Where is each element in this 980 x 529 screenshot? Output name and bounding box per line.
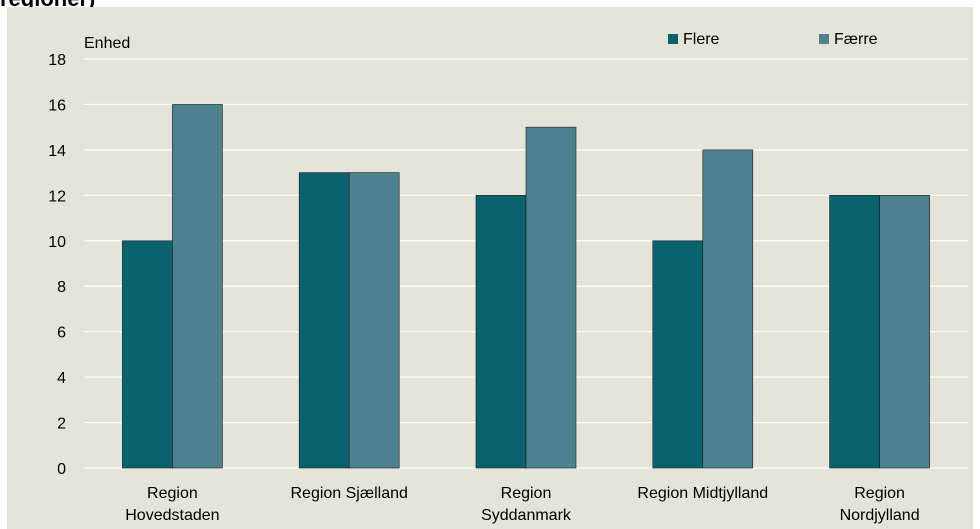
y-tick-label: 18	[48, 52, 66, 69]
bar-flere-2	[475, 195, 527, 469]
bar-flere-4	[829, 195, 880, 469]
y-tick-label: 8	[57, 279, 66, 296]
y-tick-label: 0	[57, 461, 66, 478]
x-category-label: Region	[147, 485, 198, 502]
y-tick-label: 4	[57, 370, 66, 387]
y-unit-label: Enhed	[84, 35, 130, 52]
y-tick-label: 10	[48, 234, 66, 251]
bar-flere-0	[122, 240, 173, 469]
x-category-label: Region	[854, 485, 905, 502]
legend-label-flere: Flere	[683, 31, 720, 48]
bar-flere-1	[298, 172, 350, 469]
x-category-label: Region	[501, 485, 552, 502]
y-tick-label: 12	[48, 188, 66, 205]
y-tick-label: 14	[48, 143, 66, 160]
bar-færre-1	[348, 172, 400, 469]
bar-færre-2	[525, 126, 577, 469]
x-category-label: Region Midtjylland	[637, 485, 768, 502]
y-tick-label: 6	[57, 325, 66, 342]
legend-swatch-flere	[668, 34, 678, 44]
y-tick-label: 2	[57, 416, 66, 433]
bar-færre-0	[172, 104, 223, 469]
legend-swatch-færre	[819, 34, 829, 44]
x-category-label: Region Sjælland	[290, 485, 407, 502]
x-category-label: Nordjylland	[840, 507, 920, 524]
legend-label-færre: Færre	[834, 31, 878, 48]
x-category-label: Hovedstaden	[125, 507, 219, 524]
y-tick-label: 16	[48, 97, 66, 114]
bar-flere-3	[652, 240, 704, 469]
bar-færre-4	[879, 195, 930, 469]
bar-færre-3	[702, 149, 754, 469]
x-category-label: Syddanmark	[481, 507, 572, 524]
chart-title-fragment: regioner)	[0, 0, 95, 12]
